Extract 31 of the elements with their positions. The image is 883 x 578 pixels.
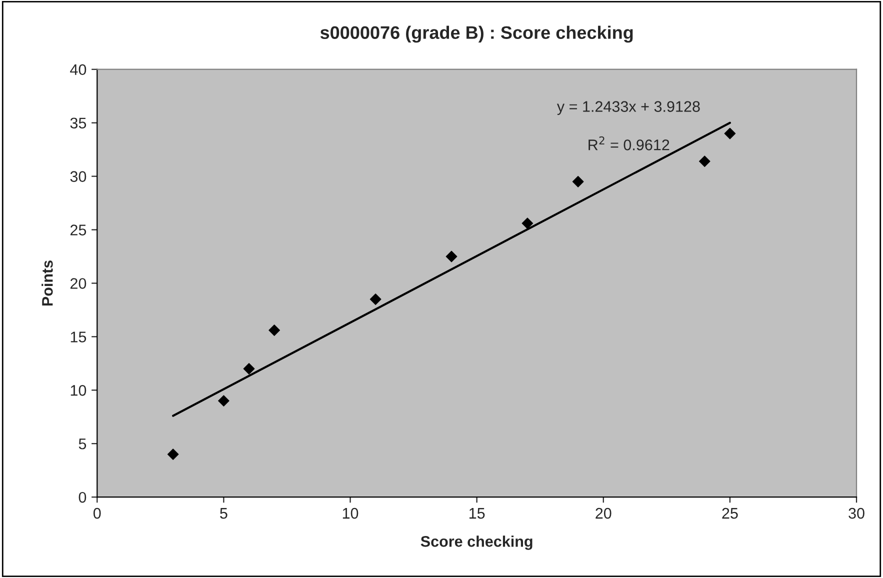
y-tick-label: 25: [70, 224, 86, 236]
point: [370, 294, 382, 305]
y-axis-title: Points: [42, 260, 53, 306]
y-tick-label: 20: [70, 278, 86, 289]
x-axis-title: Score checking: [420, 536, 532, 550]
point: [268, 324, 280, 336]
point: [698, 156, 710, 168]
x-tick-label: 10: [342, 508, 358, 519]
y-tick-label: 15: [70, 332, 86, 342]
x-tick-label: 5: [220, 508, 228, 519]
y-tick-label: 5: [78, 438, 86, 450]
point: [243, 363, 255, 374]
annotation: y = 1.2433x + 3.9128: [556, 101, 700, 115]
y-tick-label: 30: [70, 171, 86, 182]
chart-title: s0000076 (grade B) : Score checking: [320, 26, 633, 43]
point: [572, 176, 584, 188]
point: [218, 395, 230, 407]
point: [724, 128, 736, 140]
annotation: R$^{2}$ = 0.9612: [588, 136, 670, 150]
x-tick-label: 20: [596, 508, 612, 519]
x-tick-label: 15: [469, 508, 485, 519]
x-tick-label: 30: [848, 508, 864, 519]
point: [167, 448, 179, 460]
point: [446, 250, 458, 262]
point: [522, 218, 534, 230]
y-tick-label: 40: [70, 64, 86, 76]
x-tick-label: 0: [93, 508, 101, 519]
x-tick-label: 25: [722, 508, 738, 519]
y-tick-label: 0: [78, 492, 86, 503]
y-tick-label: 35: [70, 118, 86, 129]
y-tick-label: 10: [70, 385, 86, 396]
